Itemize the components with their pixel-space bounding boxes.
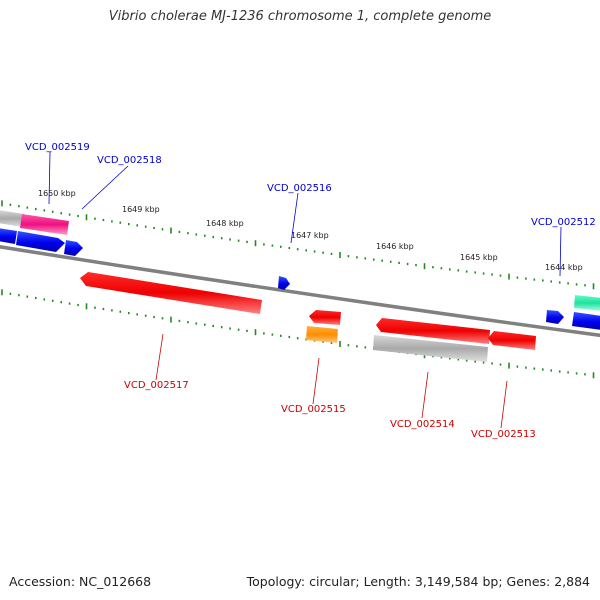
- gene-arrow-reverse[interactable]: [376, 318, 490, 344]
- gene-arrow-reverse[interactable]: [309, 310, 341, 325]
- accession-label: Accession: NC_012668: [9, 574, 152, 589]
- leader-line: [421, 371, 429, 419]
- grey-feature[interactable]: [373, 335, 488, 362]
- gene-label[interactable]: VCD_002513: [471, 429, 536, 440]
- grey-feature[interactable]: [0, 210, 24, 227]
- leader-line: [500, 380, 508, 429]
- gene-arrow-reverse[interactable]: [488, 331, 536, 350]
- gene-arrow-forward[interactable]: [0, 228, 17, 244]
- scale-label: 1648 kbp: [206, 219, 244, 228]
- leader-line: [559, 226, 562, 277]
- gene-label[interactable]: VCD_002515: [281, 404, 346, 415]
- gene-labels: VCD_002519 VCD_002518 VCD_002516 VCD_002…: [25, 142, 596, 440]
- leader-line: [312, 357, 320, 405]
- leader-line: [48, 151, 51, 205]
- scale-label: 1647 kbp: [291, 231, 329, 240]
- scale-labels: 1650 kbp 1649 kbp 1648 kbp 1647 kbp 1646…: [38, 189, 583, 272]
- gene-label[interactable]: VCD_002519: [25, 142, 90, 153]
- gene-arrow-forward[interactable]: [64, 240, 83, 256]
- genome-backbone: [0, 245, 600, 338]
- forward-features: [0, 210, 600, 330]
- leader-line: [81, 165, 129, 210]
- gene-arrow-forward[interactable]: [278, 276, 290, 290]
- scale-label: 1650 kbp: [38, 189, 76, 198]
- gene-arrow-reverse[interactable]: [80, 272, 262, 314]
- gene-arrow-forward[interactable]: [546, 310, 564, 324]
- outer-scale-ticks: [1, 200, 595, 290]
- gene-arrow-forward[interactable]: [572, 312, 600, 330]
- pink-feature[interactable]: [20, 214, 69, 235]
- scale-label: 1645 kbp: [460, 253, 498, 262]
- gene-label[interactable]: VCD_002516: [267, 183, 332, 194]
- gene-label[interactable]: VCD_002518: [97, 155, 162, 166]
- map-title: Vibrio cholerae MJ-1236 chromosome 1, co…: [108, 9, 492, 24]
- gene-label[interactable]: VCD_002512: [531, 217, 596, 228]
- leader-line: [155, 333, 164, 381]
- gene-label[interactable]: VCD_002514: [390, 419, 455, 430]
- gene-arrow-forward[interactable]: [16, 231, 65, 252]
- scale-label: 1646 kbp: [376, 242, 414, 251]
- scale-label: 1649 kbp: [122, 205, 160, 214]
- scale-label: 1644 kbp: [545, 263, 583, 272]
- leader-line: [290, 192, 299, 244]
- orange-feature[interactable]: [306, 326, 338, 343]
- gene-label[interactable]: VCD_002517: [124, 380, 189, 391]
- genome-stats-label: Topology: circular; Length: 3,149,584 bp…: [246, 574, 590, 589]
- reverse-features: [80, 272, 536, 362]
- teal-feature[interactable]: [574, 295, 600, 311]
